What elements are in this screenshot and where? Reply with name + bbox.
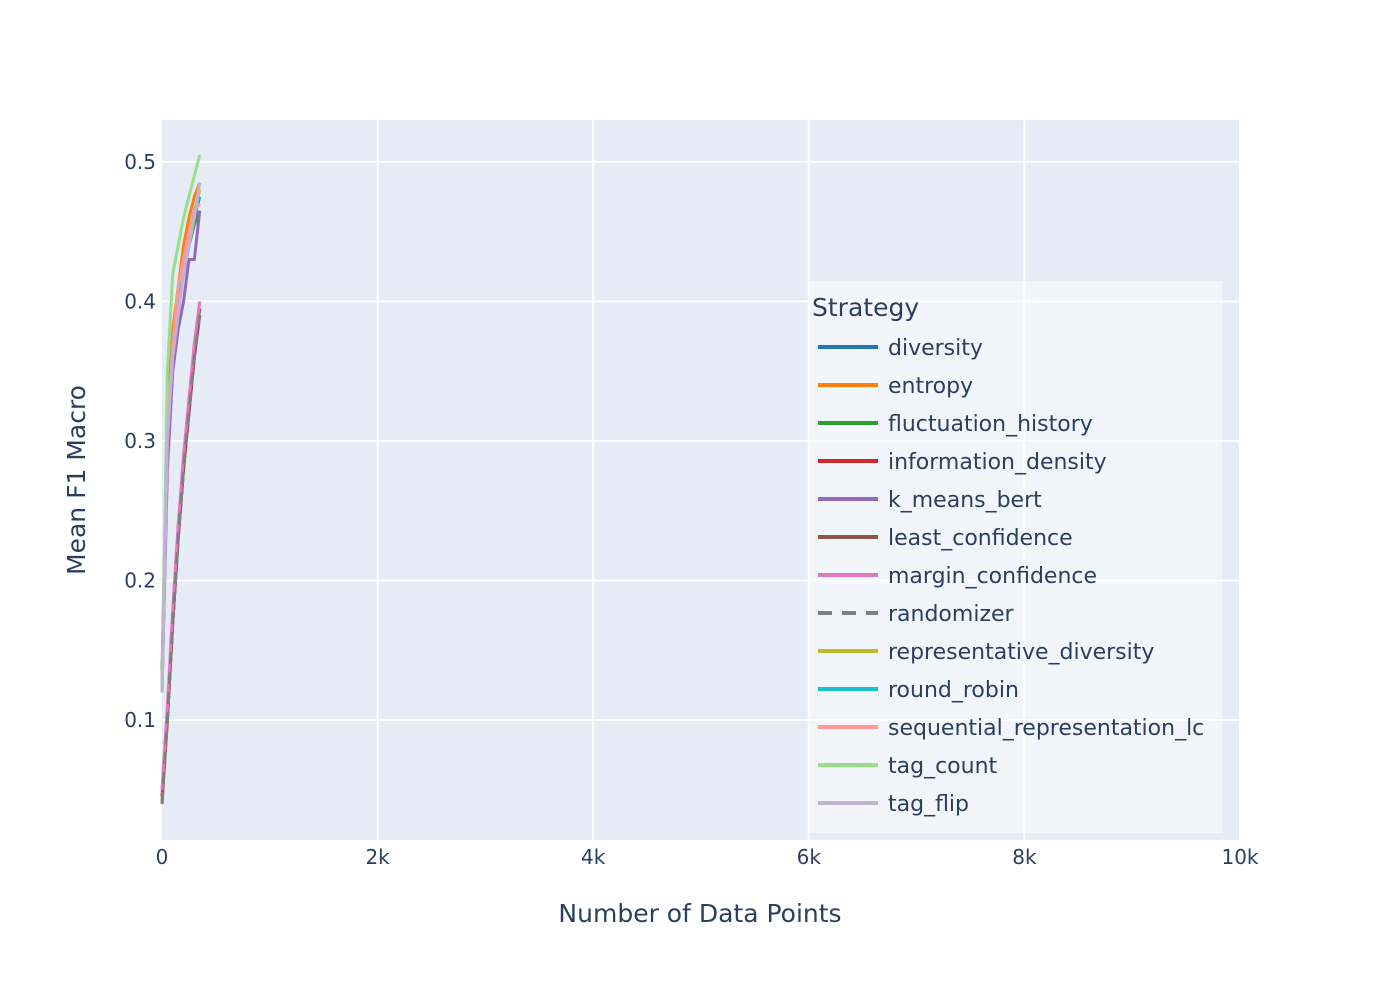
y-tick-label: 0.3	[124, 429, 156, 453]
legend-label: tag_count	[888, 754, 998, 779]
legend-item-sequential_representation_lc: sequential_representation_lc	[818, 716, 1204, 741]
legend-label: tag_flip	[888, 792, 969, 817]
series-lines	[160, 154, 202, 804]
series-line-randomizer	[160, 315, 202, 804]
legend-item-information_density: information_density	[818, 450, 1107, 475]
legend-label: sequential_representation_lc	[888, 716, 1204, 741]
y-tick-label: 0.4	[124, 289, 156, 313]
legend-label: diversity	[888, 336, 983, 361]
legend-label: least_confidence	[888, 526, 1073, 551]
legend-item-round_robin: round_robin	[818, 678, 1019, 703]
legend-label: entropy	[888, 374, 973, 399]
series-line-tag_flip	[160, 182, 202, 693]
x-tick-label: 6k	[797, 845, 822, 869]
legend-item-least_confidence: least_confidence	[818, 526, 1073, 551]
x-tick-label: 8k	[1012, 845, 1037, 869]
legend-item-k_means_bert: k_means_bert	[818, 488, 1042, 513]
legend-label: k_means_bert	[888, 488, 1042, 513]
series-line-tag_count	[160, 154, 202, 693]
x-tick-label: 4k	[581, 845, 606, 869]
legend-label: representative_diversity	[888, 640, 1154, 665]
legend-item-entropy: entropy	[818, 374, 973, 399]
legend-label: margin_confidence	[888, 564, 1097, 589]
legend-item-fluctuation_history: fluctuation_history	[818, 412, 1093, 437]
legend-item-randomizer: randomizer	[818, 602, 1015, 627]
y-axis-ticks: 0.1 0.2 0.3 0.4 0.5	[124, 150, 156, 732]
y-axis-title: Mean F1 Macro	[62, 385, 91, 575]
legend-title: Strategy	[812, 293, 919, 322]
series-line-margin_confidence	[160, 301, 202, 790]
legend-label: information_density	[888, 450, 1107, 475]
legend-item-diversity: diversity	[818, 336, 983, 361]
legend-label: randomizer	[888, 602, 1015, 627]
legend-item-margin_confidence: margin_confidence	[818, 564, 1097, 589]
legend-item-representative_diversity: representative_diversity	[818, 640, 1154, 665]
x-axis-title: Number of Data Points	[558, 899, 841, 928]
y-tick-label: 0.2	[124, 568, 156, 592]
legend-background	[808, 281, 1222, 833]
legend-label: round_robin	[888, 678, 1019, 703]
x-tick-label: 10k	[1221, 845, 1258, 869]
x-tick-label: 2k	[365, 845, 390, 869]
y-tick-label: 0.5	[124, 150, 156, 174]
x-axis-ticks: 0 2k 4k 6k 8k 10k	[156, 845, 1259, 869]
legend: Strategy diversity entropy fluctuation_his…	[808, 281, 1222, 833]
legend-label: fluctuation_history	[888, 412, 1093, 437]
legend-item-tag_count: tag_count	[818, 754, 998, 779]
x-tick-label: 0	[156, 845, 169, 869]
y-tick-label: 0.1	[124, 708, 156, 732]
legend-item-tag_flip: tag_flip	[818, 792, 969, 817]
